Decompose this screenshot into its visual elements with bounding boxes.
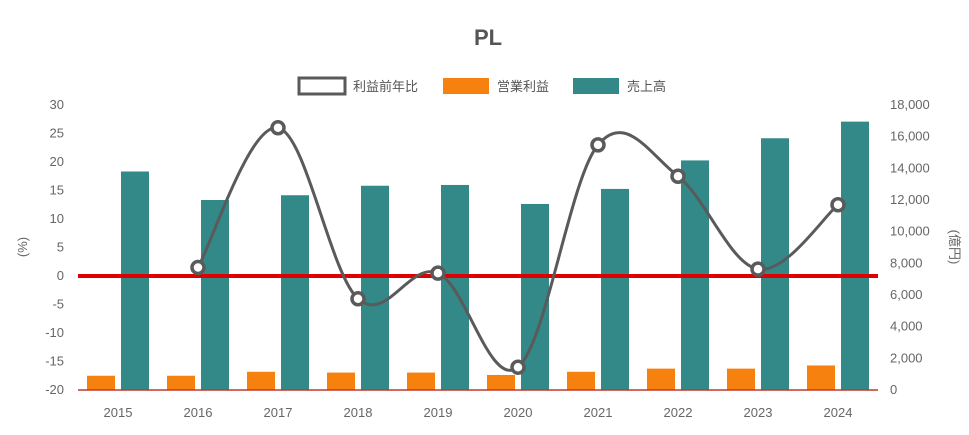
left-axis-tick-label: -15 [45, 354, 64, 369]
right-axis-tick-label: 16,000 [890, 129, 930, 144]
point-profit-yoy [510, 359, 526, 375]
point-profit-yoy [830, 197, 846, 213]
point-profit-yoy [670, 168, 686, 184]
right-axis-label: (億円) [947, 230, 962, 265]
left-axis-tick-label: 15 [50, 183, 64, 198]
right-axis-tick-label: 10,000 [890, 224, 930, 239]
right-axis-tick-label: 4,000 [890, 319, 923, 334]
legend-item-profit-yoy[interactable]: 利益前年比 [297, 76, 418, 96]
point-profit-yoy [350, 291, 366, 307]
x-axis-tick-label: 2021 [584, 405, 613, 420]
bar-operating-profit [727, 368, 755, 390]
legend-label-sales: 売上高 [627, 79, 666, 94]
bar-sales [361, 185, 389, 390]
legend: 利益前年比 営業利益 売上高 [297, 76, 666, 96]
left-axis-tick-label: 5 [57, 240, 64, 255]
line-layer [78, 120, 878, 375]
x-axis-tick-label: 2020 [504, 405, 533, 420]
x-axis-tick-label: 2016 [184, 405, 213, 420]
bar-operating-profit [167, 375, 195, 390]
bar-sales [521, 203, 549, 390]
bar-operating-profit [807, 365, 835, 390]
right-axis-tick-label: 12,000 [890, 192, 930, 207]
bar-operating-profit [327, 372, 355, 390]
x-axis-ticks: 2015 2016 2017 2018 2019 2020 2021 2022 2023 2024 [104, 405, 853, 420]
bar-sales [761, 138, 789, 390]
left-axis-ticks: -20 -15 -10 -5 0 5 10 15 20 25 30 [45, 97, 64, 397]
point-profit-yoy [270, 120, 286, 136]
x-axis-tick-label: 2023 [744, 405, 773, 420]
bar-sales [441, 184, 469, 390]
bar-operating-profit [407, 372, 435, 390]
bar-sales [601, 188, 629, 390]
bar-sales [281, 195, 309, 390]
right-axis-tick-label: 0 [890, 382, 897, 397]
left-axis-tick-label: 30 [50, 97, 64, 112]
point-profit-yoy [430, 265, 446, 281]
x-axis-tick-label: 2017 [264, 405, 293, 420]
legend-swatch-profit-yoy [297, 76, 347, 96]
left-axis-tick-label: 0 [57, 268, 64, 283]
right-axis-tick-label: 8,000 [890, 255, 923, 270]
point-profit-yoy [590, 137, 606, 153]
bar-operating-profit [487, 374, 515, 390]
x-axis-tick-label: 2018 [344, 405, 373, 420]
bar-sales [841, 121, 869, 390]
right-axis-tick-label: 18,000 [890, 97, 930, 112]
left-axis-tick-label: 20 [50, 154, 64, 169]
bar-operating-profit [247, 371, 275, 390]
right-axis-tick-label: 6,000 [890, 287, 923, 302]
left-axis-tick-label: -10 [45, 325, 64, 340]
bar-operating-profit [567, 371, 595, 390]
bar-sales [121, 171, 149, 390]
chart-title: PL [474, 25, 502, 50]
point-profit-yoy [190, 259, 206, 276]
x-axis-tick-label: 2022 [664, 405, 693, 420]
legend-label-operating-profit: 営業利益 [497, 79, 549, 94]
x-axis-tick-label: 2024 [824, 405, 853, 420]
left-axis-tick-label: 10 [50, 211, 64, 226]
point-profit-yoy [750, 261, 766, 277]
left-axis-tick-label: -20 [45, 382, 64, 397]
left-axis-label: (%) [15, 237, 30, 257]
x-axis-tick-label: 2019 [424, 405, 453, 420]
bar-operating-profit [647, 368, 675, 390]
bars-layer [78, 121, 878, 391]
left-axis-tick-label: 25 [50, 126, 64, 141]
right-axis-ticks: 0 2,000 4,000 6,000 8,000 10,000 12,000 14,000 1… [890, 97, 930, 397]
x-axis-tick-label: 2015 [104, 405, 133, 420]
legend-item-sales[interactable]: 売上高 [573, 78, 666, 94]
bar-operating-profit [87, 375, 115, 390]
legend-swatch-sales [573, 78, 619, 94]
left-axis-tick-label: -5 [52, 297, 64, 312]
legend-item-operating-profit[interactable]: 営業利益 [443, 78, 549, 94]
legend-label-profit-yoy: 利益前年比 [353, 79, 418, 94]
right-axis-tick-label: 2,000 [890, 350, 923, 365]
right-axis-tick-label: 14,000 [890, 160, 930, 175]
legend-swatch-operating-profit [443, 78, 489, 94]
